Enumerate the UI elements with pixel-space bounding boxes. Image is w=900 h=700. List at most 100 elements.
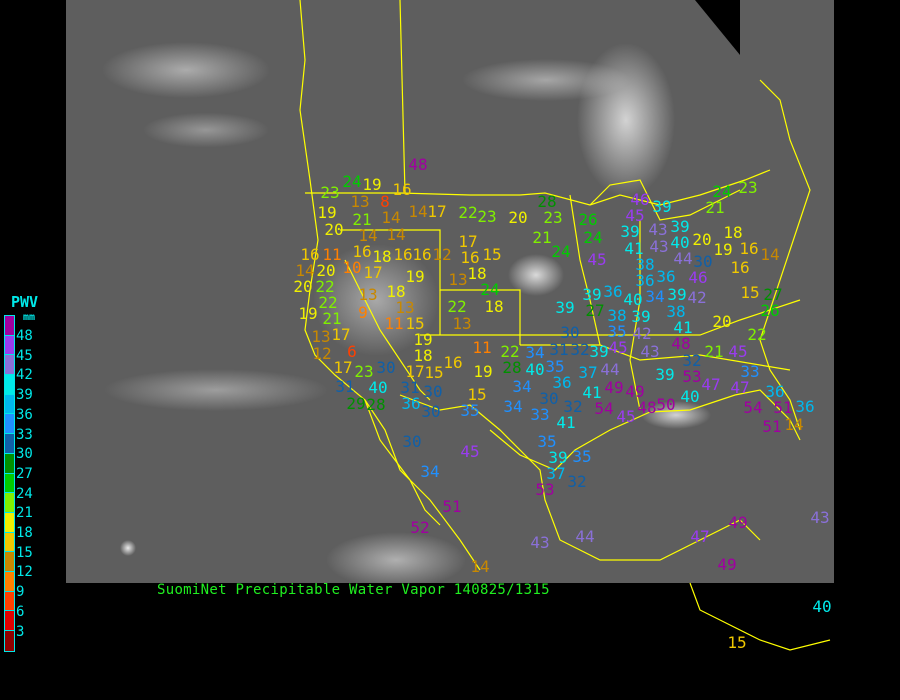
legend-swatch: [5, 414, 14, 435]
station-pwv-value: 19: [405, 267, 425, 286]
station-pwv-value: 45: [460, 442, 480, 461]
station-pwv-value: 16: [352, 242, 372, 261]
station-pwv-value: 36: [401, 394, 421, 413]
legend-label: 48: [16, 328, 33, 344]
station-pwv-value: 29: [346, 394, 366, 413]
station-pwv-value: 39: [631, 307, 651, 326]
great-lakes: [589, 179, 741, 221]
legend-swatch: [5, 453, 14, 474]
station-pwv-value: 20: [692, 230, 712, 249]
station-pwv-value: 31: [400, 378, 420, 397]
legend-swatch: [5, 631, 14, 651]
station-pwv-value: 13: [350, 192, 370, 211]
station-pwv-value: 39: [667, 285, 687, 304]
station-pwv-value: 15: [467, 385, 487, 404]
station-pwv-value: 24: [551, 242, 571, 261]
station-pwv-value: 39: [582, 285, 602, 304]
station-pwv-value: 44: [673, 249, 693, 268]
station-pwv-value: 52: [410, 518, 430, 537]
station-pwv-value: 42: [687, 288, 707, 307]
station-pwv-value: 22: [747, 325, 767, 344]
station-pwv-value: 48: [671, 334, 691, 353]
station-pwv-value: 43: [530, 533, 550, 552]
station-pwv-value: 44: [575, 527, 595, 546]
station-pwv-value: 22: [315, 277, 335, 296]
station-pwv-value: 16: [392, 180, 412, 199]
station-pwv-value: 34: [420, 462, 440, 481]
station-pwv-value: 41: [673, 318, 693, 337]
legend-swatch: [5, 375, 14, 395]
station-pwv-value: 35: [537, 432, 557, 451]
station-pwv-value: 38: [635, 255, 655, 274]
legend-swatch: [5, 571, 14, 592]
station-pwv-value: 23: [543, 208, 563, 227]
east-coastline: [759, 79, 811, 431]
station-pwv-value: 49: [717, 555, 737, 574]
station-pwv-value: 43: [649, 237, 669, 256]
legend-label: 18: [16, 525, 33, 541]
state-line-5: [569, 194, 601, 346]
legend-label: 33: [16, 426, 33, 443]
legend-label: 39: [16, 387, 33, 404]
station-pwv-value: 36: [656, 267, 676, 286]
station-pwv-value: 19: [473, 362, 493, 381]
station-pwv-value: 34: [525, 343, 545, 362]
station-pwv-value: 21: [322, 309, 342, 328]
station-pwv-value: 34: [512, 377, 532, 396]
mexico-border: [399, 394, 761, 561]
station-pwv-value: 19: [362, 175, 382, 194]
baja-coast: [364, 399, 441, 526]
station-pwv-value: 22: [458, 203, 478, 222]
station-pwv-value: 23: [738, 178, 758, 197]
station-pwv-value: 30: [693, 252, 713, 271]
station-pwv-value: 23: [477, 207, 497, 226]
station-pwv-value: 43: [640, 342, 660, 361]
station-pwv-value: 14: [358, 226, 378, 245]
station-pwv-value: 19: [317, 203, 337, 222]
station-pwv-value: 30: [539, 389, 559, 408]
station-pwv-value: 24: [583, 228, 603, 247]
station-pwv-value: 23: [354, 362, 374, 381]
station-pwv-value: 48: [408, 155, 428, 174]
station-pwv-value: 39: [548, 448, 568, 467]
legend-label: 15: [16, 544, 33, 561]
station-pwv-value: 54: [594, 399, 614, 418]
station-pwv-value: 15: [424, 363, 444, 382]
station-pwv-value: 12: [312, 344, 332, 363]
station-pwv-value: 26: [578, 210, 598, 229]
station-pwv-value: 54: [743, 398, 763, 417]
station-pwv-value: 10: [342, 258, 362, 277]
station-pwv-value: 49: [728, 513, 748, 532]
station-pwv-value: 31: [335, 377, 355, 396]
station-pwv-value: 53: [682, 367, 702, 386]
station-pwv-value: 21: [705, 198, 725, 217]
station-pwv-value: 41: [582, 383, 602, 402]
station-pwv-value: 8: [380, 192, 390, 211]
station-pwv-value: 24: [712, 182, 732, 201]
legend-label: 21: [16, 505, 33, 522]
station-pwv-value: 51: [773, 398, 793, 417]
station-pwv-value: 24: [480, 280, 500, 299]
legend-label: 6: [16, 603, 25, 620]
station-pwv-value: 49: [604, 378, 624, 397]
station-pwv-value: 34: [503, 397, 523, 416]
legend-label: 30: [16, 446, 33, 463]
state-line-6: [629, 220, 641, 411]
station-pwv-value: 11: [384, 314, 404, 333]
station-pwv-value: 28: [366, 395, 386, 414]
station-pwv-value: 32: [567, 472, 587, 491]
station-pwv-value: 17: [363, 263, 383, 282]
station-pwv-value: 45: [608, 338, 628, 357]
station-pwv-value: 51: [442, 497, 462, 516]
station-pwv-value: 30: [423, 382, 443, 401]
station-pwv-value: 13: [358, 285, 378, 304]
station-pwv-value: 39: [589, 342, 609, 361]
map-title: SuomiNet Precipitable Water Vapor 140825…: [157, 582, 550, 598]
station-pwv-value: 32: [570, 340, 590, 359]
station-pwv-value: 45: [587, 250, 607, 269]
station-pwv-value: 12: [432, 245, 452, 264]
station-pwv-value: 16: [730, 258, 750, 277]
station-pwv-value: 18: [386, 282, 406, 301]
